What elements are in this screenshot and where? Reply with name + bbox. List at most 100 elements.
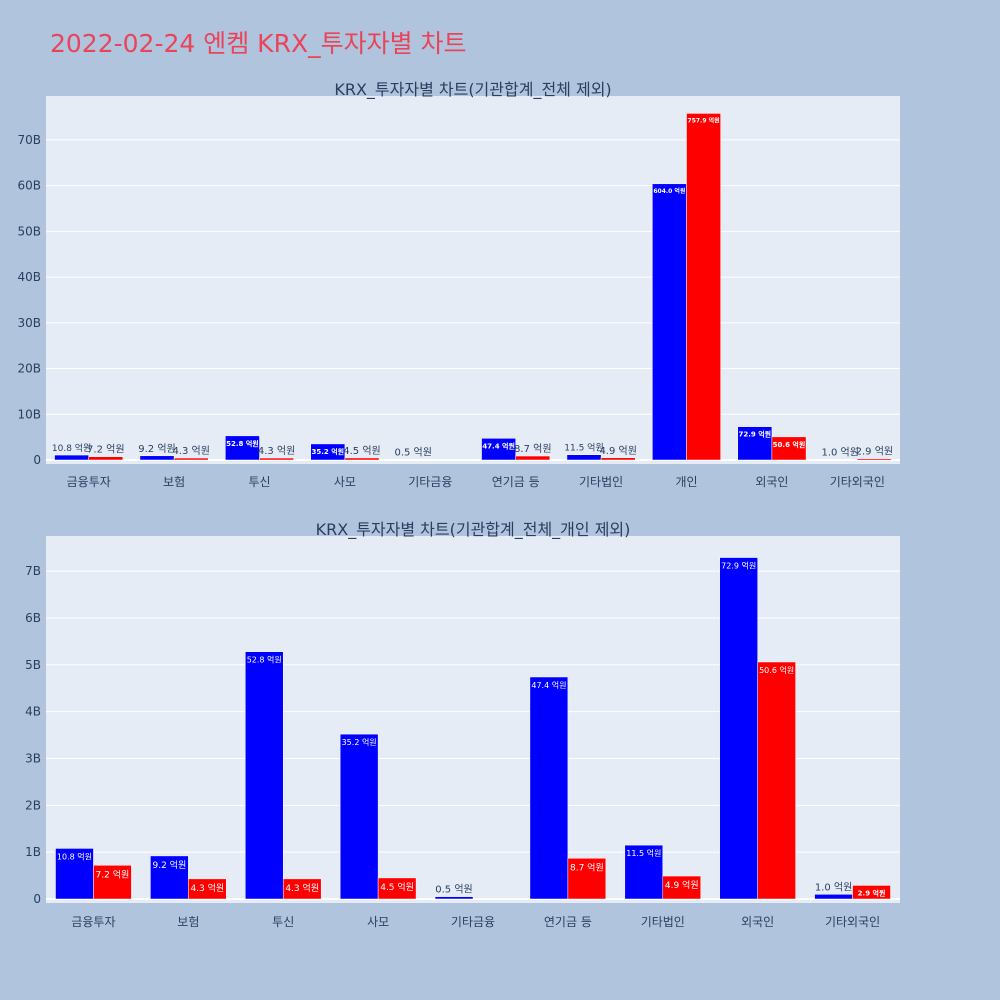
y-tick-label: 6B — [25, 611, 41, 625]
x-tick-label: 외국인 — [755, 475, 788, 489]
bar-buy — [481, 438, 516, 461]
bar-sell — [377, 877, 417, 900]
y-tick-label: 7B — [25, 564, 41, 578]
x-tick-label: 외국인 — [741, 915, 774, 929]
bar-value-label: 10.8 억원 — [52, 442, 91, 454]
x-tick-label: 기타외국인 — [830, 475, 885, 489]
y-tick-label: 3B — [25, 751, 41, 765]
bar-value-label: 50.6 억원 — [773, 440, 806, 449]
chart-title: KRX_투자자별 차트(기관합계_전체 제외) — [334, 80, 611, 100]
bar-value-label: 4.3 억원 — [285, 882, 319, 894]
y-tick-label: 0 — [33, 892, 41, 906]
bar-value-label: 10.8 억원 — [57, 851, 92, 861]
y-tick-label: 50B — [17, 224, 41, 238]
bar-value-label: 0.5 억원 — [394, 447, 431, 459]
bar-buy — [54, 454, 89, 461]
bar-buy — [529, 676, 569, 900]
bar-buy — [822, 459, 858, 461]
bar-buy — [566, 454, 602, 461]
x-tick-label: 기타금융 — [408, 475, 452, 489]
bar-value-label: 50.6 억원 — [759, 665, 794, 675]
y-tick-label: 4B — [25, 705, 41, 719]
x-tick-label: 기타법인 — [641, 915, 685, 929]
bar-value-label: 35.2 억원 — [342, 737, 377, 747]
y-tick-label: 70B — [17, 133, 41, 147]
bar-sell — [88, 456, 124, 461]
bar-sell — [852, 885, 891, 900]
bar-buy — [139, 455, 175, 461]
bar-buy — [245, 651, 284, 900]
bar-buy — [434, 896, 474, 900]
bar-buy — [150, 855, 189, 900]
bar-value-label: 52.8 억원 — [226, 439, 259, 448]
bar-value-label: 11.5 억원 — [626, 848, 661, 858]
bar-sell — [93, 865, 132, 900]
bar-sell — [188, 878, 227, 900]
bar-value-label: 11.5 억원 — [564, 442, 603, 454]
bar-value-label: 2.9 억원 — [858, 888, 886, 897]
bar-value-label: 757.9 억원 — [688, 116, 720, 124]
bar-buy — [395, 459, 431, 461]
x-tick-label: 연기금 등 — [492, 475, 540, 489]
bar-buy — [310, 443, 346, 461]
y-tick-label: 10B — [17, 407, 41, 421]
bar-value-label: 8.7 억원 — [570, 861, 604, 873]
bar-sell — [344, 457, 380, 461]
bar-value-label: 9.2 억원 — [138, 443, 175, 455]
bar-value-label: 4.3 억원 — [172, 445, 209, 457]
bar-value-label: 47.4 억원 — [531, 680, 566, 690]
bar-value-label: 72.9 억원 — [739, 430, 772, 439]
bar-value-label: 2.9 억원 — [856, 446, 893, 458]
bar-value-label: 4.5 억원 — [380, 881, 414, 893]
bar-value-label: 4.9 억원 — [665, 879, 699, 891]
y-tick-label: 40B — [17, 270, 41, 284]
bar-sell — [173, 457, 209, 461]
x-tick-label: 투신 — [272, 915, 294, 929]
bar-value-label: 4.3 억원 — [258, 445, 295, 457]
x-tick-label: 기타금융 — [451, 915, 495, 929]
y-tick-label: 2B — [25, 798, 41, 812]
plot-background — [46, 96, 900, 464]
x-tick-label: 금융투자 — [67, 475, 111, 489]
x-tick-label: 사모 — [367, 915, 389, 929]
x-tick-label: 보험 — [163, 475, 185, 489]
bar-value-label: 35.2 억원 — [312, 447, 345, 456]
bar-buy — [719, 557, 758, 900]
bar-sell — [662, 875, 701, 900]
bar-value-label: 4.9 억원 — [599, 445, 636, 457]
x-tick-label: 투신 — [248, 475, 270, 489]
bar-sell — [282, 878, 322, 900]
chart-bottom: 10.8 억원 7.2 억원 9.2 억원 4.3 억원 52.8 억원 4.3 억원 35… — [25, 520, 900, 929]
bar-sell — [757, 661, 796, 900]
bar-buy — [339, 733, 379, 900]
bar-value-label: 4.3 억원 — [190, 882, 224, 894]
page-title: 2022-02-24 엔켐 KRX_투자자별 차트 — [50, 29, 467, 58]
y-tick-label: 30B — [17, 316, 41, 330]
x-tick-label: 금융투자 — [71, 915, 115, 929]
bar-sell — [686, 113, 721, 461]
bar-buy — [55, 848, 94, 900]
bar-value-label: 9.2 억원 — [152, 859, 186, 871]
bar-value-label: 47.4 억원 — [482, 441, 515, 450]
x-tick-label: 개인 — [675, 475, 697, 489]
y-tick-label: 20B — [17, 362, 41, 376]
bar-sell — [515, 455, 551, 461]
bar-value-label: 4.5 억원 — [343, 445, 380, 457]
bar-value-label: 7.2 억원 — [87, 444, 124, 456]
bar-value-label: 1.0 억원 — [821, 447, 858, 459]
bar-sell — [771, 436, 807, 461]
bar-value-label: 1.0 억원 — [815, 881, 852, 893]
x-tick-label: 보험 — [177, 915, 199, 929]
bar-value-label: 72.9 억원 — [721, 561, 756, 571]
bar-sell — [259, 457, 294, 461]
bar-buy — [652, 183, 687, 461]
bar-sell — [857, 458, 892, 461]
bar-sell — [600, 457, 636, 461]
bar-buy — [624, 844, 664, 900]
bar-value-label: 8.7 억원 — [514, 443, 551, 455]
y-tick-label: 60B — [17, 179, 41, 193]
bar-sell — [567, 858, 607, 900]
bar-value-label: 52.8 억원 — [247, 655, 282, 665]
bar-value-label: 604.0 억원 — [653, 187, 685, 195]
